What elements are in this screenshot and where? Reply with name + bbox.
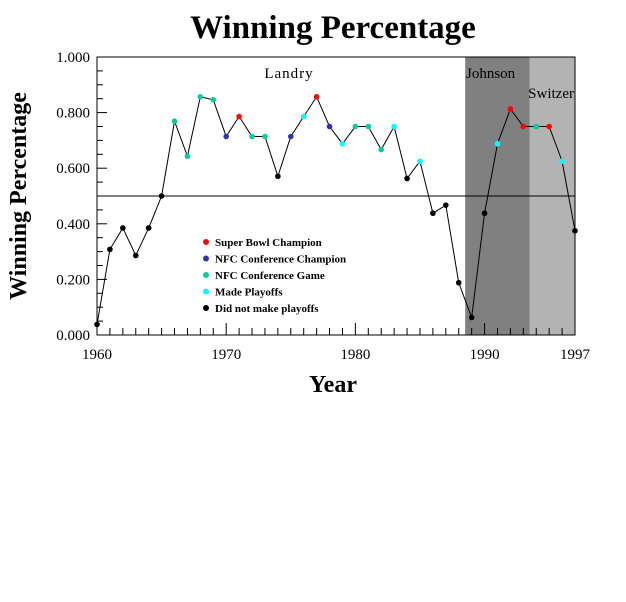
data-point-1964 [145, 225, 152, 231]
data-point-1965 [158, 193, 165, 199]
data-point-1981 [365, 123, 372, 130]
legend-marker-sb [203, 239, 209, 245]
data-point-1962 [120, 225, 126, 231]
data-point-1975 [287, 133, 294, 140]
data-point-1985 [417, 158, 423, 165]
data-point-1980 [352, 123, 359, 130]
legend-marker-po [203, 288, 209, 295]
data-point-1992 [507, 106, 514, 112]
data-point-1984 [404, 175, 410, 182]
data-point-1990 [481, 210, 488, 217]
data-point-1994 [533, 123, 540, 130]
data-point-1968 [197, 93, 204, 100]
legend-label-none: Did not make playoffs [215, 303, 319, 315]
era-labels: Landry Johnson Switzer [264, 66, 574, 102]
legend-label-po: Made Playoffs [215, 287, 283, 299]
data-point-1972 [249, 133, 255, 140]
axis-tick-labels: 1960 1970 1980 1990 1997 0.000 0.200 0.400 0.600… [56, 50, 590, 363]
legend: Super Bowl Champion NFC Conference Champi… [203, 237, 346, 315]
data-point-1973 [262, 133, 268, 140]
data-point-1967 [184, 153, 191, 160]
y-axis-title: Winning Percentage [6, 92, 32, 300]
data-point-1970 [223, 133, 229, 140]
data-point-1986 [430, 210, 436, 217]
data-point-1974 [275, 173, 281, 180]
data-point-1997 [572, 227, 578, 234]
data-point-1991 [494, 140, 501, 147]
x-tick-label: 1997 [560, 347, 591, 363]
legend-marker-none [203, 305, 209, 311]
data-point-1971 [236, 113, 242, 120]
winning-percentage-line [96, 95, 576, 325]
data-point-1961 [107, 246, 113, 253]
x-axis-title: Year [309, 372, 357, 398]
legend-marker-nfcg [203, 272, 209, 278]
data-point-1987 [443, 202, 449, 208]
data-point-1960 [94, 321, 100, 328]
y-tick-label: 1.000 [56, 50, 90, 66]
chart-title: Winning Percentage [190, 10, 476, 46]
data-point-1979 [339, 140, 346, 147]
data-point-1982 [378, 146, 385, 153]
y-tick-label: 0.200 [56, 272, 90, 288]
data-point-1978 [326, 123, 333, 130]
data-point-1966 [171, 118, 178, 125]
era-label-switzer: Switzer [528, 86, 574, 102]
data-point-1977 [313, 93, 320, 100]
data-point-1963 [132, 252, 139, 259]
y-tick-label: 0.600 [56, 161, 90, 177]
data-point-1995 [546, 123, 552, 130]
axis-ticks [96, 56, 576, 336]
y-tick-label: 0.800 [56, 106, 90, 122]
season-points [94, 93, 578, 328]
legend-label-sb: Super Bowl Champion [215, 237, 322, 249]
legend-marker-nfcc [203, 255, 209, 262]
x-tick-label: 1980 [340, 347, 370, 363]
data-point-1976 [300, 113, 307, 120]
data-point-1996 [559, 158, 565, 165]
legend-label-nfcg: NFC Conference Game [215, 270, 325, 282]
data-point-1983 [391, 123, 397, 130]
x-tick-label: 1990 [470, 347, 500, 363]
x-tick-label: 1960 [82, 347, 112, 363]
y-tick-label: 0.400 [56, 217, 90, 233]
legend-label-nfcc: NFC Conference Champion [215, 254, 346, 266]
data-point-1969 [210, 97, 217, 103]
era-label-landry: Landry [264, 66, 313, 82]
data-point-1988 [455, 279, 462, 286]
y-tick-label: 0.000 [56, 328, 90, 344]
data-point-1993 [520, 123, 527, 130]
data-point-1989 [468, 314, 475, 321]
era-label-johnson: Johnson [466, 66, 516, 82]
x-tick-label: 1970 [211, 347, 241, 363]
